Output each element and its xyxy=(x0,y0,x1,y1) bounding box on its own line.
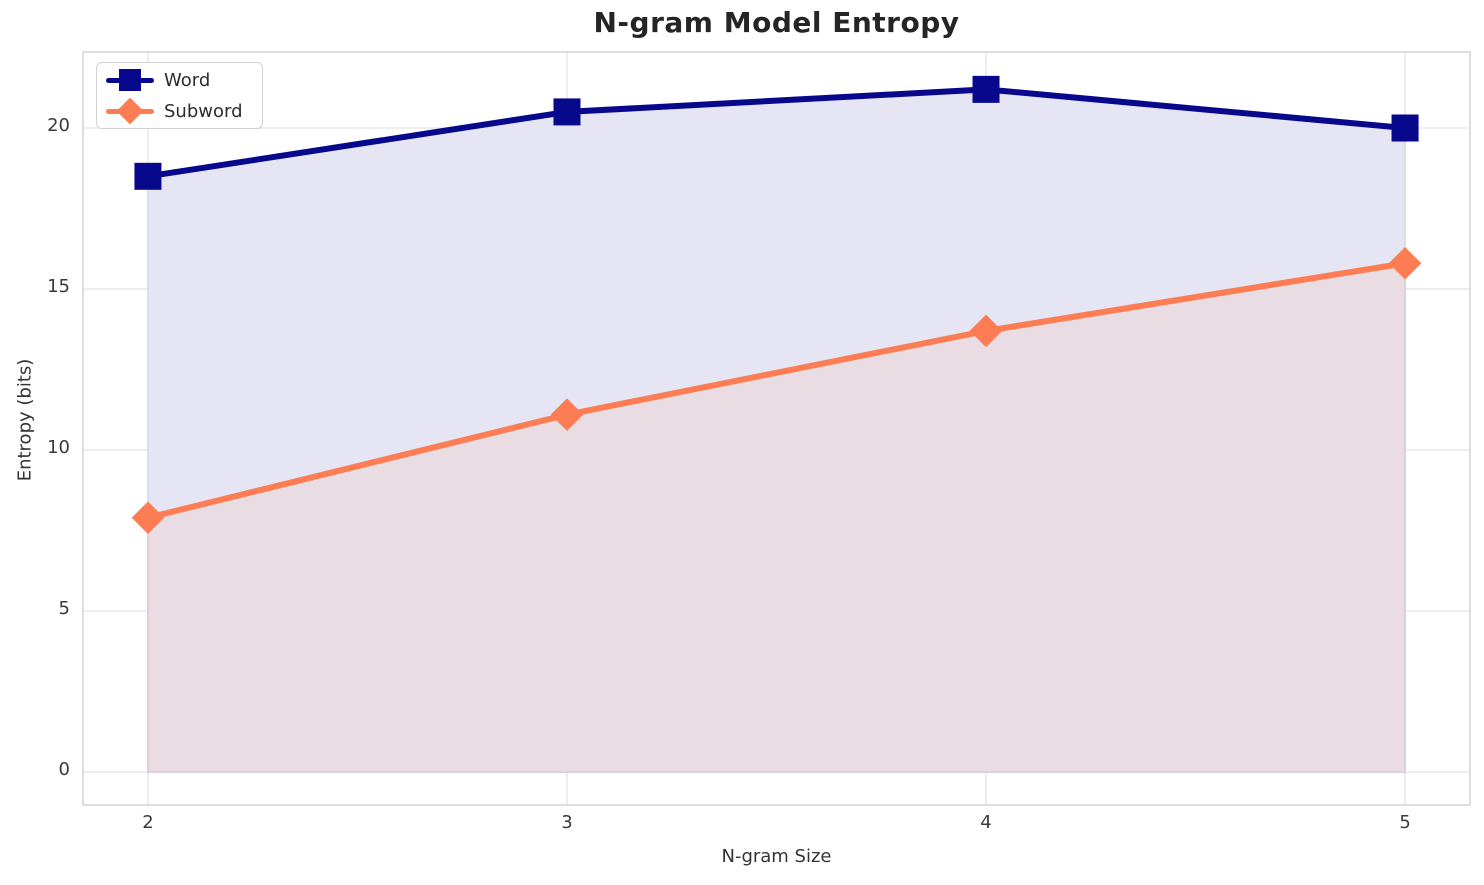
word-marker xyxy=(134,162,162,190)
subword-diamond-marker-icon xyxy=(116,97,144,125)
y-tick-label: 0 xyxy=(58,759,70,781)
word-line xyxy=(144,86,1409,180)
word-square-marker-icon xyxy=(119,69,141,91)
subword-series-marker-icon xyxy=(105,96,155,127)
x-tick-label: 4 xyxy=(980,812,992,833)
word-marker xyxy=(1391,114,1419,142)
subword-marker xyxy=(1388,247,1422,280)
y-tick-label: 20 xyxy=(47,115,70,136)
legend-label-word: Word xyxy=(164,69,211,91)
word-marker xyxy=(972,75,1000,103)
legend-item-subword: Subword xyxy=(97,96,262,127)
y-tick-label: 15 xyxy=(47,276,70,298)
y-axis-label: Entropy (bits) xyxy=(14,358,36,482)
legend-label-subword: Subword xyxy=(164,100,243,122)
subword-marker xyxy=(969,314,1003,348)
y-tick-label: 5 xyxy=(58,598,70,620)
plot-border xyxy=(82,51,1471,806)
x-tick-label: 2 xyxy=(142,812,154,833)
subword-line xyxy=(144,260,1409,521)
x-tick-label: 5 xyxy=(1399,812,1411,833)
legend-item-word: Word xyxy=(97,65,262,96)
subword-marker xyxy=(550,398,584,431)
x-tick-label: 3 xyxy=(561,812,573,833)
word-marker xyxy=(553,98,581,126)
legend: Word Subword xyxy=(96,62,263,129)
y-tick-label: 10 xyxy=(47,437,70,459)
chart-title: N-gram Model Entropy xyxy=(593,6,960,39)
word-series-marker-icon xyxy=(105,65,155,96)
subword-marker xyxy=(131,501,165,534)
x-axis-label: N-gram Size xyxy=(721,846,832,867)
